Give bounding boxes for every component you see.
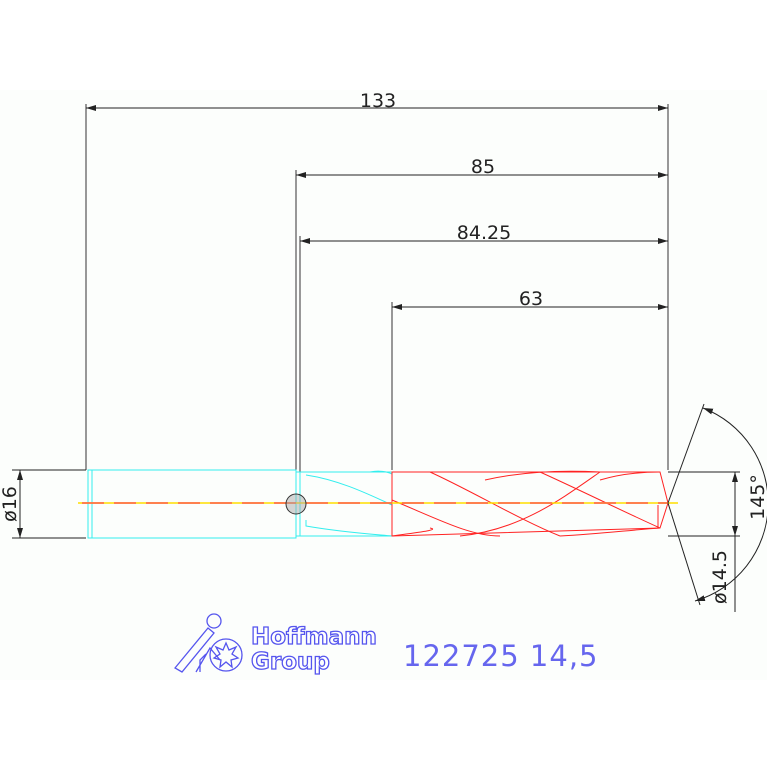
logo-text-line1: Hoffmann	[251, 624, 377, 650]
section-marker	[285, 493, 307, 515]
dim-flute-length: 63	[519, 288, 543, 310]
dim-point-angle-lines	[667, 403, 767, 606]
dim-overall-length: 133	[360, 90, 396, 112]
dim-length-85: 85	[471, 156, 495, 178]
hoffmann-logo	[174, 613, 243, 673]
extension-lines	[85, 104, 669, 500]
dim-point-angle: 145°	[747, 474, 767, 520]
drill-flutes	[391, 470, 669, 537]
dim-drill-diameter: ø14.5	[709, 550, 731, 604]
dim-shank-diameter-lines	[12, 469, 86, 539]
dim-length-84-25: 84.25	[457, 222, 511, 244]
drawing-area	[0, 90, 767, 680]
logo-text-line2: Group	[251, 649, 330, 675]
dim-shank-diameter: ø16	[0, 486, 21, 522]
part-code: 122725 14,5	[403, 639, 599, 673]
